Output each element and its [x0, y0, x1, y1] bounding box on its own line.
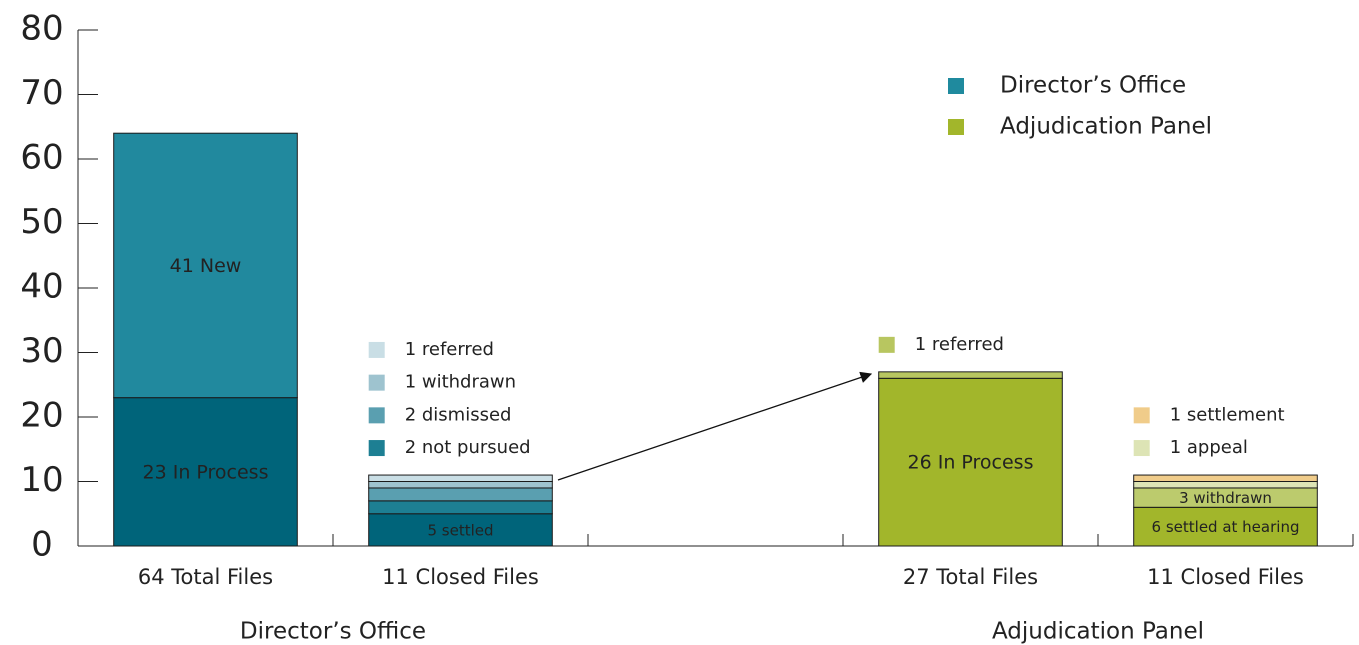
segment-label: 5 settled: [427, 521, 493, 539]
segment-label: 41 New: [170, 255, 242, 277]
bar-segment: [878, 377, 1063, 547]
bar-segment: [368, 500, 553, 515]
key-swatch: [1133, 440, 1150, 457]
bar-segment: [368, 474, 553, 482]
x-tick-label: 64 Total Files: [138, 565, 273, 589]
key-label: 1 appeal: [1170, 437, 1248, 458]
referral-arrow: [557, 371, 873, 481]
segment-label: 3 withdrawn: [1179, 489, 1272, 507]
y-tick-label: 20: [20, 396, 63, 436]
group-label: Director’s Office: [240, 619, 426, 645]
x-tick-label: 11 Closed Files: [382, 565, 539, 589]
key-label: 1 settlement: [1170, 404, 1285, 425]
key-label: 1 withdrawn: [405, 372, 516, 393]
y-tick-label: 60: [20, 138, 63, 178]
legend-swatch: [948, 119, 964, 135]
bar-segment: [878, 371, 1063, 379]
segment-label: 6 settled at hearing: [1152, 518, 1300, 536]
group-label: Adjudication Panel: [992, 619, 1204, 645]
key-swatch: [368, 407, 385, 424]
key-swatch: [368, 440, 385, 457]
bar-segment: [368, 513, 553, 547]
legend-swatch: [948, 78, 964, 94]
key-label: 2 not pursued: [405, 437, 531, 458]
y-tick-label: 70: [20, 73, 63, 113]
bar-segment: [1133, 474, 1318, 482]
y-tick-label: 0: [31, 525, 53, 565]
bar-segment: [1133, 506, 1318, 547]
legend-label: Director’s Office: [1000, 73, 1186, 99]
key-swatch: [878, 336, 895, 353]
key-swatch: [368, 341, 385, 358]
segment-label: 23 In Process: [143, 461, 269, 483]
y-tick-label: 10: [20, 460, 63, 500]
y-tick-label: 50: [20, 202, 63, 242]
legend-label: Adjudication Panel: [1000, 114, 1212, 140]
y-tick-label: 80: [20, 9, 63, 49]
key-label: 1 referred: [915, 334, 1004, 355]
bar-segment: [368, 481, 553, 489]
bar-segment: [113, 132, 298, 399]
x-tick-label: 27 Total Files: [903, 565, 1038, 589]
key-label: 2 dismissed: [405, 404, 512, 425]
y-tick-label: 30: [20, 331, 63, 371]
key-swatch: [1133, 407, 1150, 424]
bar-segment: [1133, 481, 1318, 489]
segment-label: 26 In Process: [908, 452, 1034, 474]
bar-segment: [113, 397, 298, 547]
y-tick-label: 40: [20, 267, 63, 307]
x-tick-label: 11 Closed Files: [1147, 565, 1304, 589]
bar-segment: [368, 487, 553, 502]
key-swatch: [368, 374, 385, 391]
key-label: 1 referred: [405, 339, 494, 360]
